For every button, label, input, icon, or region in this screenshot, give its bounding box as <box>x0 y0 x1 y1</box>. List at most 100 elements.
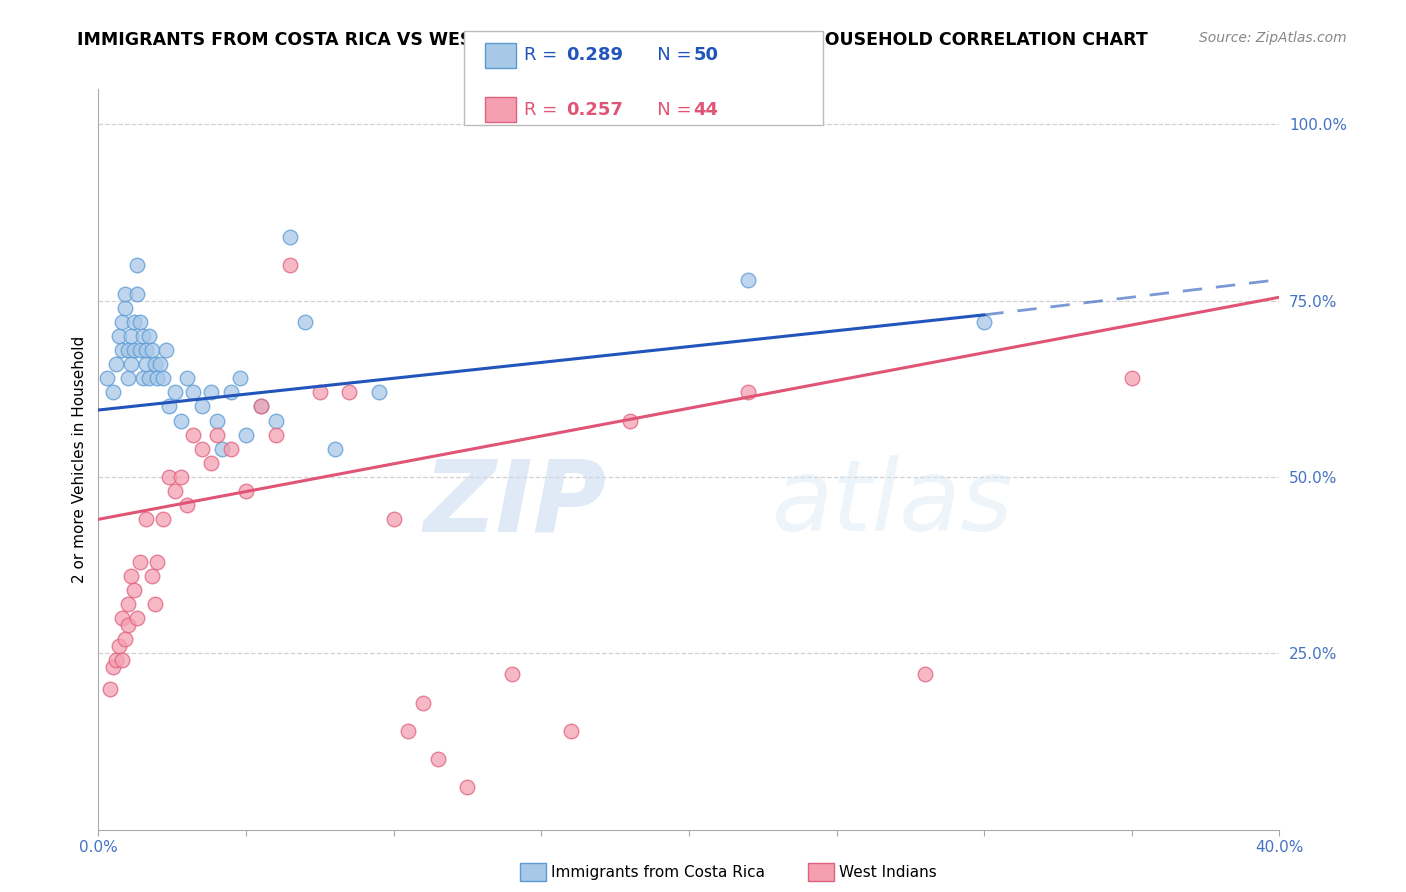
Point <box>117 343 139 357</box>
Point <box>114 286 136 301</box>
Point <box>457 780 479 795</box>
Point <box>120 357 142 371</box>
Text: Immigrants from Costa Rica: Immigrants from Costa Rica <box>551 865 765 880</box>
Point <box>280 230 302 244</box>
Point <box>157 470 180 484</box>
Point <box>176 498 198 512</box>
Point <box>135 512 157 526</box>
Y-axis label: 2 or more Vehicles in Household: 2 or more Vehicles in Household <box>72 335 87 583</box>
Point <box>111 653 134 667</box>
Point <box>619 414 641 428</box>
Point <box>165 385 187 400</box>
Point <box>323 442 346 456</box>
Text: R =: R = <box>524 46 564 64</box>
Point <box>122 343 145 357</box>
Point <box>211 442 233 456</box>
Point <box>181 385 204 400</box>
Text: ZIP: ZIP <box>423 455 606 552</box>
Point <box>737 272 759 286</box>
Point <box>200 456 222 470</box>
Point <box>146 555 169 569</box>
Point <box>135 357 157 371</box>
Point <box>111 343 134 357</box>
Text: N =: N = <box>640 101 697 119</box>
Point <box>339 385 361 400</box>
Point <box>122 582 145 597</box>
Point <box>155 343 177 357</box>
Point <box>205 414 228 428</box>
Point <box>135 343 157 357</box>
Point <box>122 315 145 329</box>
Point <box>98 681 121 696</box>
Point <box>138 329 160 343</box>
Point <box>973 315 995 329</box>
Point <box>108 329 131 343</box>
Text: N =: N = <box>640 46 697 64</box>
Point <box>141 568 163 582</box>
Point <box>117 618 139 632</box>
Point <box>191 442 214 456</box>
Point <box>105 653 128 667</box>
Point <box>264 414 287 428</box>
Text: R =: R = <box>524 101 564 119</box>
Point <box>280 259 302 273</box>
Point <box>191 400 214 414</box>
Point <box>120 329 142 343</box>
Point <box>125 286 148 301</box>
Point <box>309 385 332 400</box>
Point <box>96 371 118 385</box>
Text: Source: ZipAtlas.com: Source: ZipAtlas.com <box>1199 31 1347 45</box>
Point <box>152 512 174 526</box>
Point <box>117 597 139 611</box>
Point <box>108 639 131 653</box>
Point <box>132 371 155 385</box>
Point <box>229 371 252 385</box>
Point <box>737 385 759 400</box>
Point <box>560 723 582 738</box>
Point <box>165 484 187 499</box>
Point <box>143 357 166 371</box>
Point <box>398 723 420 738</box>
Point <box>157 400 180 414</box>
Point <box>138 371 160 385</box>
Point <box>914 667 936 681</box>
Point <box>250 400 273 414</box>
Point <box>128 315 150 329</box>
Point <box>111 315 134 329</box>
Point <box>141 343 163 357</box>
Point <box>146 371 169 385</box>
Point <box>294 315 316 329</box>
Text: 44: 44 <box>693 101 718 119</box>
Point <box>205 427 228 442</box>
Point <box>125 259 148 273</box>
Point <box>176 371 198 385</box>
Point <box>170 470 193 484</box>
Point <box>427 752 450 766</box>
Point <box>128 343 150 357</box>
Text: atlas: atlas <box>772 455 1014 552</box>
Point <box>149 357 172 371</box>
Point <box>152 371 174 385</box>
Point <box>120 568 142 582</box>
Point <box>105 357 128 371</box>
Text: 50: 50 <box>693 46 718 64</box>
Point <box>264 427 287 442</box>
Point <box>181 427 204 442</box>
Text: 0.257: 0.257 <box>567 101 623 119</box>
Point <box>382 512 405 526</box>
Point <box>1121 371 1143 385</box>
Text: IMMIGRANTS FROM COSTA RICA VS WEST INDIAN 2 OR MORE VEHICLES IN HOUSEHOLD CORREL: IMMIGRANTS FROM COSTA RICA VS WEST INDIA… <box>77 31 1149 49</box>
Point <box>117 371 139 385</box>
Point <box>114 632 136 647</box>
Point <box>235 484 257 499</box>
Point <box>103 385 125 400</box>
Point <box>143 597 166 611</box>
Point <box>221 442 243 456</box>
Point <box>125 611 148 625</box>
Point <box>132 329 155 343</box>
Point <box>200 385 222 400</box>
Point <box>235 427 257 442</box>
Point <box>111 611 134 625</box>
Point <box>412 696 434 710</box>
Point <box>114 301 136 315</box>
